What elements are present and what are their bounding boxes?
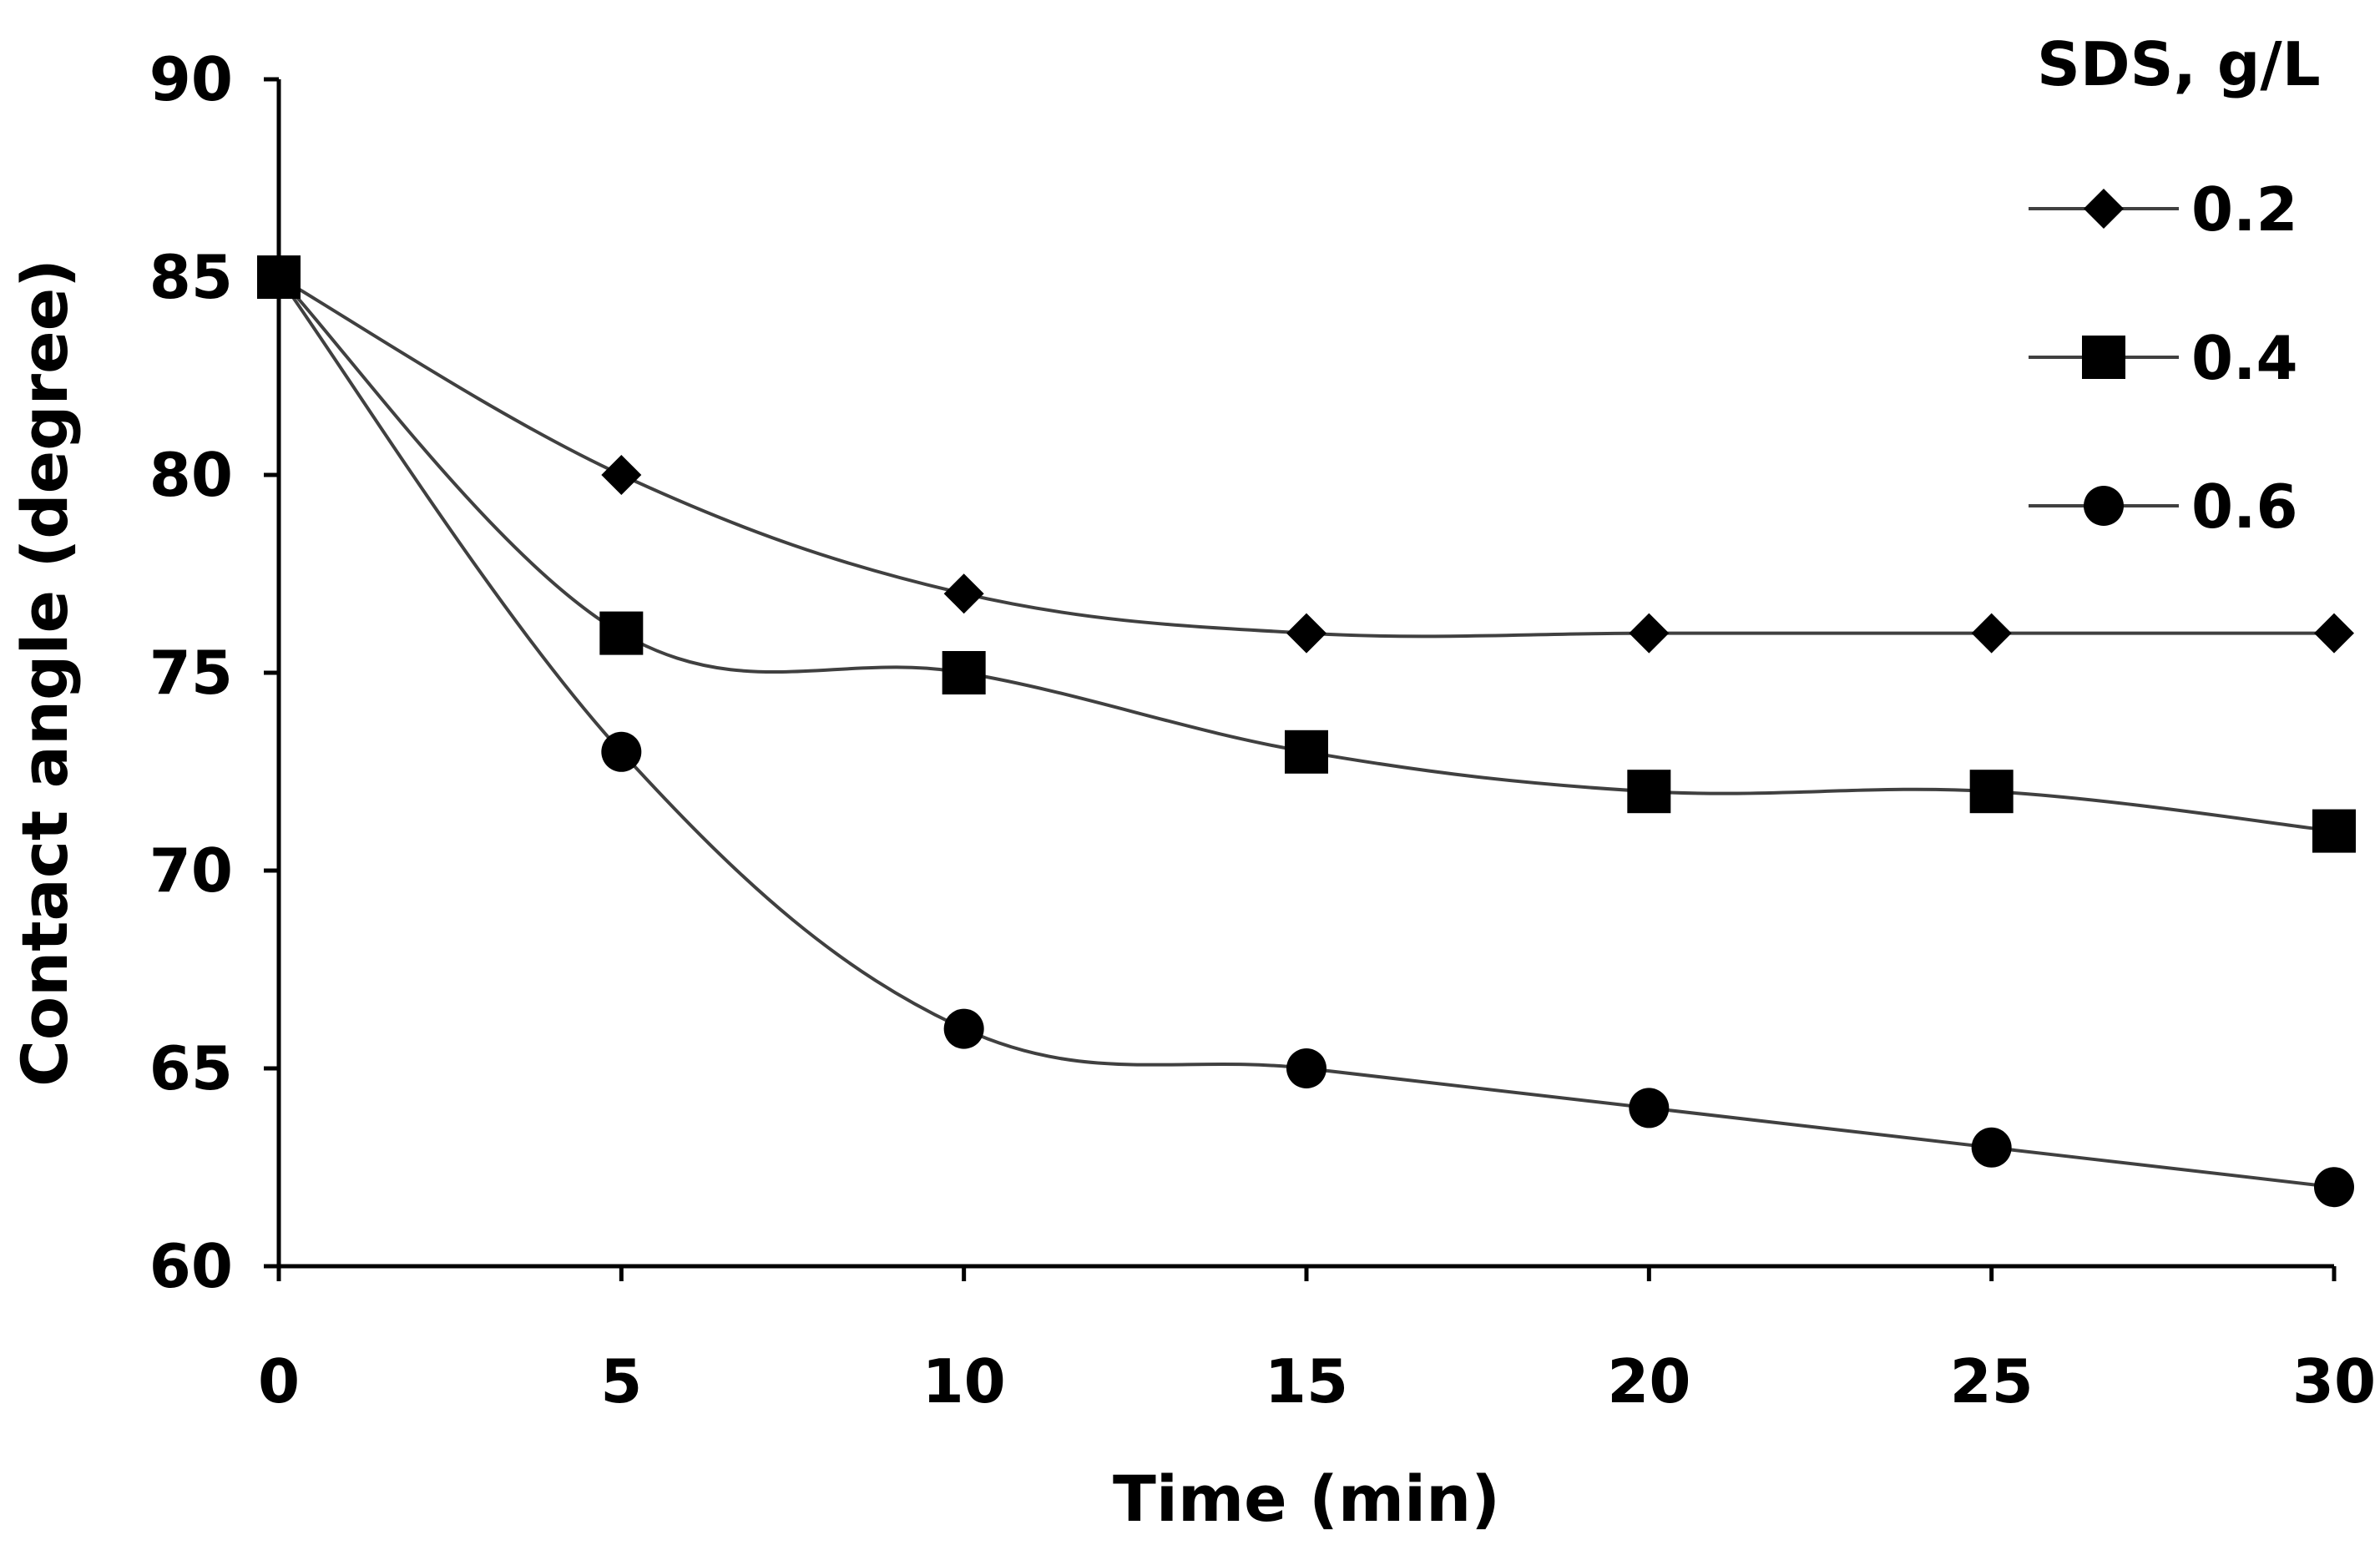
x-tick-label: 25 (1950, 1346, 2034, 1416)
y-tick-label: 90 (149, 44, 233, 114)
y-tick-label: 80 (149, 440, 233, 510)
y-tick-label: 75 (149, 638, 233, 708)
legend-marker-0-4 (2082, 336, 2125, 379)
y-tick-label: 60 (149, 1231, 233, 1301)
x-axis-title: Time (min) (1113, 1462, 1500, 1536)
y-ticks: 60 65 70 75 80 85 90 (149, 44, 279, 1301)
series-marker-0-6 (1629, 1088, 1670, 1128)
x-tick-label: 10 (922, 1346, 1006, 1416)
legend-items: 0.2 0.4 0.6 (2029, 174, 2298, 542)
series-line-0-2 (277, 275, 2334, 639)
series-marker-0-4 (942, 651, 986, 694)
series-marker-0-6 (943, 1008, 984, 1049)
legend-marker-0-6 (2084, 486, 2124, 526)
series-marker-0-2 (943, 573, 984, 614)
series-marker-0-6 (1286, 1048, 1326, 1088)
legend: SDS, g/L 0.2 0.4 0.6 (2029, 29, 2321, 542)
x-tick-label: 15 (1265, 1346, 1348, 1416)
x-tick-label: 30 (2292, 1346, 2376, 1416)
series-marker-0-4 (2312, 809, 2356, 853)
series-marker-0-6 (259, 257, 299, 297)
series-marker-0-4 (1627, 770, 1671, 814)
series-marker-0-4 (1969, 770, 2014, 814)
legend-marker-0-2 (2084, 189, 2124, 229)
x-tick-label: 20 (1607, 1346, 1690, 1416)
series-marker-0-4 (1285, 730, 1328, 774)
legend-label: 0.2 (2191, 174, 2298, 245)
y-tick-label: 65 (149, 1033, 233, 1103)
x-tick-label: 0 (258, 1346, 300, 1416)
y-tick-label: 85 (149, 242, 233, 312)
series-marker-0-6 (1971, 1127, 2012, 1168)
series-marker-0-2 (1629, 613, 1670, 654)
series-marker-0-2 (1971, 613, 2012, 654)
legend-title: SDS, g/L (2037, 29, 2321, 99)
x-tick-label: 5 (600, 1346, 642, 1416)
series-markers (257, 255, 2356, 1208)
legend-label: 0.4 (2191, 323, 2298, 393)
series-marker-0-2 (1286, 613, 1326, 654)
series-marker-0-6 (601, 731, 642, 772)
y-tick-label: 70 (149, 836, 233, 906)
legend-label: 0.6 (2191, 472, 2298, 542)
y-axis-title: Contact angle (degree) (8, 259, 82, 1087)
series-marker-0-2 (2314, 613, 2354, 654)
series-marker-0-2 (601, 455, 642, 495)
x-ticks: 0 5 10 15 20 25 30 (258, 1266, 2376, 1416)
series-marker-0-6 (2314, 1167, 2354, 1208)
series-marker-0-4 (599, 611, 644, 655)
